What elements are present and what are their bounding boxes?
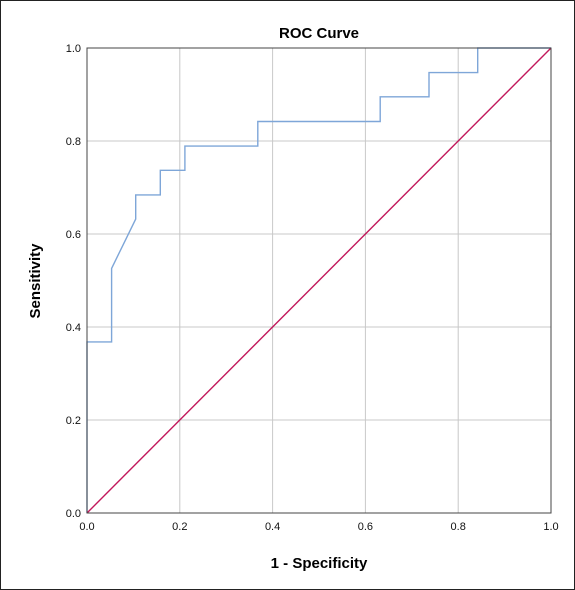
x-tick-label: 0.2: [172, 521, 187, 533]
tick-labels: 0.0 0.2 0.4 0.6 0.8 1.0 0.0 0.2 0.4 0.6 0.8 1.0: [66, 43, 559, 533]
x-tick-label: 1.0: [543, 521, 558, 533]
y-tick-label: 1.0: [66, 43, 81, 55]
y-tick-label: 0.2: [66, 415, 81, 427]
x-tick-label: 0.8: [451, 521, 466, 533]
y-tick-label: 0.0: [66, 508, 81, 520]
plot-area-border: [86, 47, 552, 514]
reference-diagonal-line: [86, 47, 552, 514]
y-axis-label: Sensitivity: [27, 243, 44, 319]
roc-curve-line: [86, 47, 551, 513]
y-tick-label: 0.6: [66, 229, 81, 241]
x-tick-label: 0.6: [358, 521, 373, 533]
x-tick-label: 0.0: [79, 521, 94, 533]
y-tick-label: 0.8: [66, 136, 81, 148]
data-series: [86, 47, 552, 514]
y-tick-label: 0.4: [66, 322, 81, 334]
chart-title: ROC Curve: [279, 25, 359, 42]
x-tick-label: 0.4: [265, 521, 280, 533]
x-axis-label: 1 - Specificity: [271, 555, 368, 572]
